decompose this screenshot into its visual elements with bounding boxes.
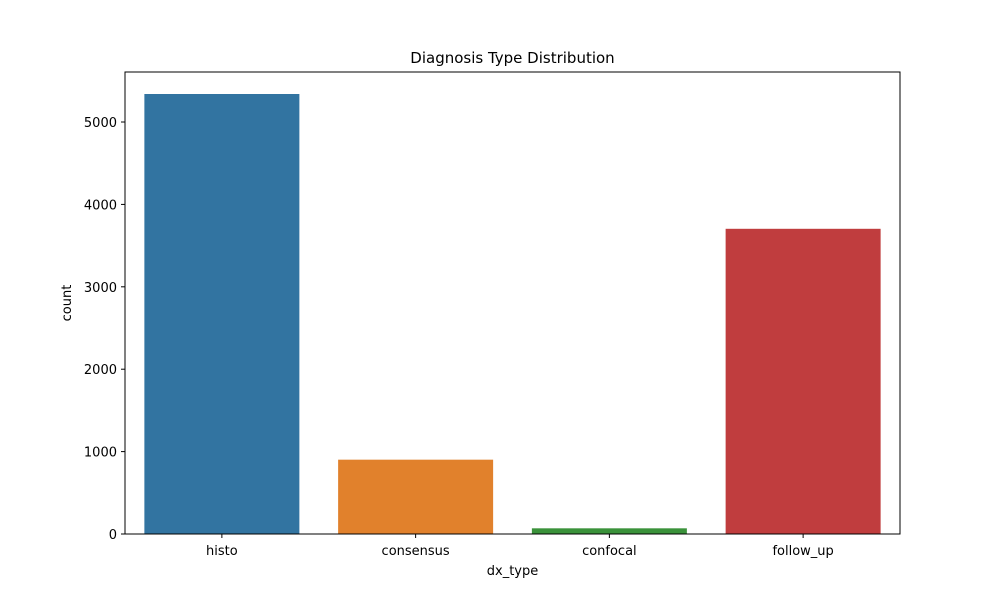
y-tick-label: 4000 bbox=[84, 198, 117, 213]
bar-confocal bbox=[531, 528, 687, 534]
x-tick-label: consensus bbox=[382, 544, 450, 559]
x-tick-label: histo bbox=[206, 544, 238, 559]
bars-group bbox=[144, 94, 881, 534]
y-tick-label: 2000 bbox=[84, 363, 117, 378]
y-tick-label: 3000 bbox=[84, 281, 117, 296]
x-tick-label: follow_up bbox=[772, 544, 833, 559]
y-axis: 0 1000 2000 3000 4000 5000 bbox=[84, 116, 125, 543]
x-axis: histo consensus confocal follow_up bbox=[206, 534, 834, 559]
y-axis-label: count bbox=[60, 285, 75, 322]
plot-frame bbox=[124, 71, 901, 535]
bar-histo bbox=[144, 94, 300, 534]
bar-consensus bbox=[338, 459, 494, 534]
bar-follow-up bbox=[725, 228, 881, 534]
y-tick-label: 1000 bbox=[84, 446, 117, 461]
chart-title: Diagnosis Type Distribution bbox=[410, 49, 614, 67]
x-axis-label: dx_type bbox=[487, 564, 539, 579]
y-tick-label: 5000 bbox=[84, 116, 117, 131]
y-tick-label: 0 bbox=[109, 528, 117, 543]
x-tick-label: confocal bbox=[582, 544, 637, 559]
